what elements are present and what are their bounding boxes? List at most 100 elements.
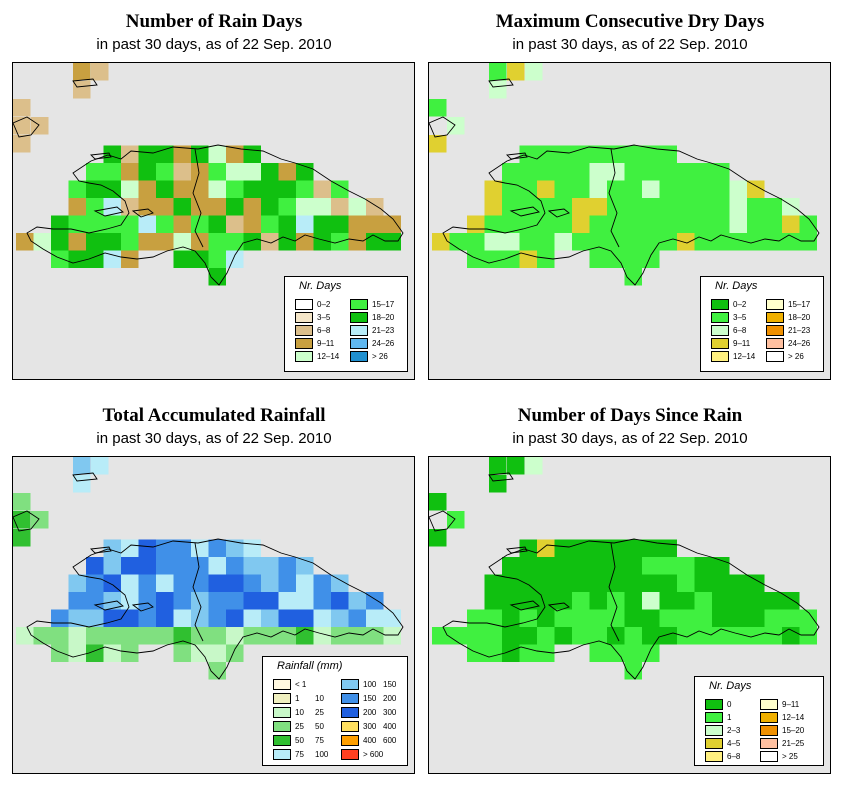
grid-cell [156,592,174,610]
grid-cell [331,180,349,198]
legend-label-upper: 150 [383,680,397,689]
grid-cell [519,250,537,268]
grid-cell [589,557,607,575]
grid-cell [537,163,555,181]
grid-cell [243,233,261,251]
grid-cell [624,609,642,627]
grid-cell [624,644,642,662]
grid-cell [73,81,91,99]
grid-cell [226,592,244,610]
island-outline [429,510,456,532]
legend-swatch [273,735,291,746]
grid-cell [764,215,782,233]
legend-label: 6–8 [733,326,747,335]
grid-cell [489,81,507,99]
map-grid [13,63,404,286]
legend-label: 1 [295,694,300,703]
grid-cell [659,233,677,251]
grid-cell [589,250,607,268]
grid-cell [138,233,156,251]
island-outline [506,152,528,160]
legend-title: Nr. Days [715,280,758,292]
grid-cell [191,557,209,575]
grid-cell [68,233,86,251]
grid-cell [173,574,191,592]
legend-label: 18–20 [372,313,395,322]
legend-swatch [705,751,723,762]
island-outline [13,116,40,138]
legend-label: 0–2 [317,300,331,309]
grid-cell [156,627,174,645]
grid-cell [68,198,86,216]
grid-cell [429,135,447,153]
legend: Nr. Days 0–2 3–5 6–8 9–11 12–14 15–17 18–20 21–… [284,276,408,372]
grid-cell [366,198,384,216]
legend-label: 12–14 [733,352,756,361]
grid-cell [13,493,31,511]
grid-cell [799,627,817,645]
legend-label: 75 [295,750,304,759]
grid-cell [607,145,625,163]
grid-cell [348,627,366,645]
legend-label: 9–11 [782,700,800,709]
grid-cell [296,163,314,181]
grid-cell [589,145,607,163]
grid-cell [261,233,279,251]
grid-cell [502,609,520,627]
grid-cell [694,180,712,198]
grid-cell [572,233,590,251]
grid-cell [156,180,174,198]
grid-cell [103,233,121,251]
grid-cell [366,627,384,645]
grid-cell [121,557,139,575]
grid-cell [432,233,450,251]
legend-label: 9–11 [317,339,335,348]
grid-cell [712,592,730,610]
grid-cell [226,250,244,268]
legend-swatch [341,749,359,760]
grid-cell [572,198,590,216]
grid-cell [429,529,447,547]
grid-cell [589,163,607,181]
map-grid [429,457,820,680]
grid-cell [296,215,314,233]
grid-cell [226,198,244,216]
grid-cell [173,233,191,251]
grid-cell [712,215,730,233]
grid-cell [208,215,226,233]
map-frame [12,62,415,380]
grid-cell [624,145,642,163]
grid-cell [243,574,261,592]
grid-cell [782,592,800,610]
coastline [442,144,820,286]
grid-cell [68,627,86,645]
legend-label: 12–14 [317,352,340,361]
grid-cell [348,215,366,233]
grid-cell [659,539,677,557]
grid-cell [121,609,139,627]
grid-cell [278,592,296,610]
legend-label: 24–26 [372,339,395,348]
grid-cell [156,609,174,627]
legend-swatch [705,725,723,736]
legend-swatch [766,312,784,323]
grid-cell [68,215,86,233]
grid-cell [677,180,695,198]
grid-cell [659,627,677,645]
legend-swatch [341,693,359,704]
grid-cell [51,233,69,251]
grid-cell [121,539,139,557]
grid-cell [261,215,279,233]
grid-cell [624,180,642,198]
grid-cell [91,63,109,81]
legend-swatch [705,738,723,749]
grid-cell [642,145,660,163]
grid-cell [572,539,590,557]
grid-cell [659,592,677,610]
legend-swatch [711,351,729,362]
grid-cell [572,180,590,198]
grid-cell [208,250,226,268]
grid-cell [502,215,520,233]
grid-cell [525,457,543,475]
grid-cell [467,233,485,251]
